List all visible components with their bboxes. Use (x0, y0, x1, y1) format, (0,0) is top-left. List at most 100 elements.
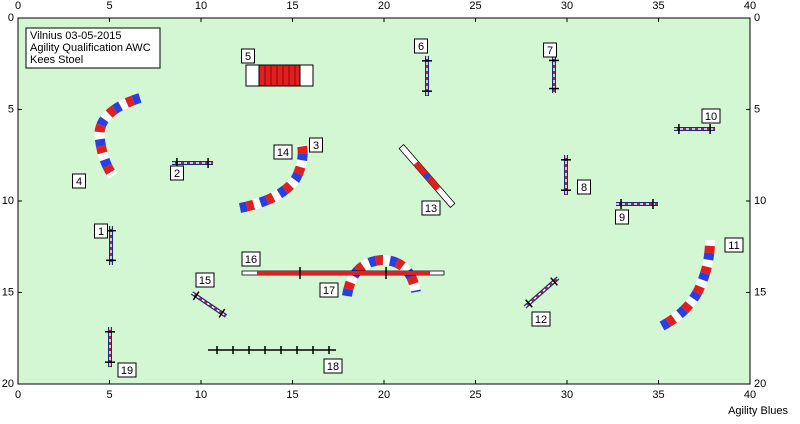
x-tick-label: 5 (106, 0, 112, 12)
number-box (577, 179, 591, 195)
number-box (170, 165, 184, 181)
x-tick-label: 0 (15, 0, 21, 12)
number-box (72, 173, 86, 189)
long-jump (208, 346, 336, 354)
obstacle-number: 11 (728, 240, 739, 252)
obstacle-number: 8 (581, 182, 587, 194)
number-box (615, 209, 629, 225)
jump-wing (218, 308, 226, 318)
jump (561, 155, 571, 195)
jump (105, 327, 115, 367)
obstacle-number: 10 (705, 111, 717, 123)
jump (106, 226, 116, 265)
jumps (105, 56, 715, 367)
jump-wing (192, 291, 200, 301)
jump-pole (191, 292, 227, 317)
jump-wing (550, 277, 558, 286)
y-tick-label: 10 (2, 195, 14, 207)
jump (523, 276, 560, 309)
chute (245, 64, 314, 87)
number-box (94, 223, 108, 239)
tunnel (94, 93, 142, 179)
seesaw (398, 144, 456, 208)
obstacle-number: 5 (245, 51, 251, 63)
title-box (25, 27, 161, 69)
x-tick-label: 20 (378, 0, 390, 12)
obstacle-number: 6 (418, 41, 424, 53)
x-tick-label: 0 (15, 389, 21, 401)
x-tick-label: 30 (561, 389, 573, 401)
y-tick-label: 15 (2, 286, 14, 298)
obstacle-number: 12 (535, 314, 547, 326)
y-tick-label: 15 (754, 286, 766, 298)
x-tick-label: 30 (561, 0, 573, 12)
number-box (531, 311, 551, 327)
jump (549, 56, 559, 93)
number-box (195, 272, 215, 288)
number-box (241, 48, 255, 64)
number-box (319, 282, 339, 298)
x-tick-label: 40 (744, 0, 756, 12)
jump (674, 124, 715, 134)
x-tick-label: 15 (286, 389, 298, 401)
number-box (273, 144, 293, 160)
y-tick-label: 0 (754, 12, 760, 24)
y-tick-label: 0 (8, 12, 14, 24)
title-line: Kees Stoel (30, 54, 83, 66)
jump (190, 291, 228, 318)
tunnel (238, 144, 308, 213)
number-box (323, 358, 343, 374)
obstacle-number: 19 (121, 365, 133, 377)
tunnels (94, 93, 715, 331)
jump-pole (524, 277, 559, 308)
obstacle-number: 14 (277, 147, 289, 159)
x-tick-label: 35 (652, 389, 664, 401)
obstacle-number: 16 (245, 254, 257, 266)
obstacle-number: 7 (547, 45, 553, 57)
obstacle-number: 15 (199, 275, 211, 287)
jump-wing (525, 299, 533, 308)
y-tick-label: 5 (8, 103, 14, 115)
y-tick-label: 10 (754, 195, 766, 207)
jump-pole (191, 292, 227, 317)
x-tick-label: 25 (469, 0, 481, 12)
x-tick-label: 10 (195, 0, 207, 12)
obstacle-number: 3 (313, 140, 319, 152)
obstacle-number: 4 (76, 176, 82, 188)
number-box (724, 237, 744, 253)
number-box (309, 137, 323, 153)
jump (172, 158, 213, 168)
x-tick-label: 5 (106, 389, 112, 401)
obstacle-number: 18 (327, 361, 339, 373)
obstacle-number: 13 (425, 203, 437, 215)
y-tick-label: 20 (754, 378, 766, 390)
x-tick-label: 10 (195, 389, 207, 401)
number-box (701, 108, 721, 124)
jump-pole (524, 277, 559, 308)
y-tick-label: 5 (754, 103, 760, 115)
obstacle-number: 2 (174, 168, 180, 180)
field (17, 17, 751, 385)
dog-walk (241, 267, 445, 279)
tunnel (659, 239, 715, 331)
obstacle-number: 1 (98, 226, 104, 238)
title-line: Vilnius 03-05-2015 (30, 30, 122, 42)
obstacle-number: 9 (619, 212, 625, 224)
number-box (543, 42, 557, 58)
x-tick-label: 15 (286, 0, 298, 12)
x-tick-label: 20 (378, 389, 390, 401)
title-line: Agility Qualification AWC (30, 42, 151, 54)
obstacle-number: 17 (323, 285, 335, 297)
number-box (421, 200, 441, 216)
x-tick-label: 35 (652, 0, 664, 12)
number-box (414, 38, 428, 54)
jump (616, 199, 658, 209)
footer: Agility Blues (728, 405, 788, 417)
jump (422, 56, 432, 96)
x-tick-label: 25 (469, 389, 481, 401)
tunnel (342, 254, 421, 297)
number-box (241, 251, 261, 267)
number-box (117, 362, 137, 378)
